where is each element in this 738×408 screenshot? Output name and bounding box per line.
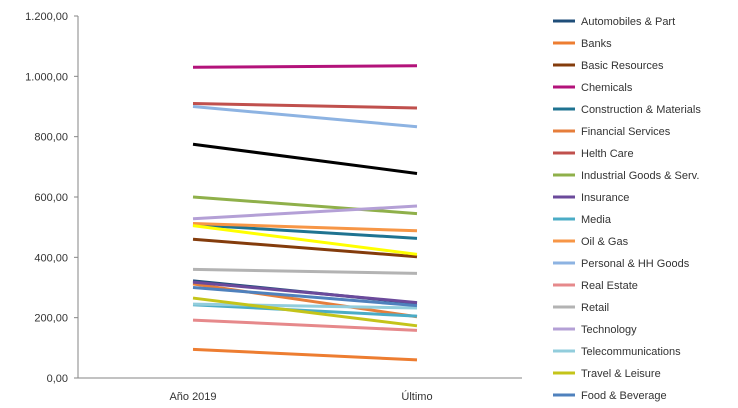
y-tick-label: 400,00 <box>34 252 68 264</box>
y-ticks: 0,00 200,00 400,00 600,00 800,00 1.000,00 1.20… <box>25 11 78 385</box>
series-line-basic-resources <box>192 237 418 259</box>
legend-label-automobiles-part: Automobiles & Part <box>581 16 675 28</box>
y-tick-label: 1.000,00 <box>25 71 68 83</box>
x-tick-label: Año 2019 <box>169 391 216 403</box>
series-line-real-estate <box>192 318 418 332</box>
series-lines <box>192 64 418 362</box>
y-tick-label: 200,00 <box>34 313 68 325</box>
legend-label-financial-services: Financial Services <box>581 126 671 138</box>
legend-label-media: Media <box>581 214 612 226</box>
series-line-unlabeled <box>192 224 418 256</box>
x-ticks: Año 2019 Último <box>169 390 432 403</box>
legend-label-basic-resources: Basic Resources <box>581 60 664 72</box>
legend-label-retail: Retail <box>581 302 609 314</box>
legend-label-personal-hh-goods: Personal & HH Goods <box>581 258 690 270</box>
x-tick-label: Último <box>401 390 432 403</box>
series-line-chemicals <box>192 64 418 69</box>
legend-label-technology: Technology <box>581 324 637 336</box>
legend-label-insurance: Insurance <box>581 192 629 204</box>
series-line-banks <box>192 347 418 362</box>
legend-label-construction-materials: Construction & Materials <box>581 104 701 116</box>
legend: Automobiles & Part Banks Basic Resources Ch… <box>553 16 701 402</box>
series-line-telecommunications <box>192 302 418 310</box>
series-line-insurance <box>192 280 418 305</box>
y-tick-label: 600,00 <box>34 192 68 204</box>
y-tick-label: 800,00 <box>34 132 68 144</box>
series-line-retail <box>192 267 418 275</box>
legend-label-food-beverage: Food & Beverage <box>581 390 667 402</box>
series-line-travel-leisure <box>192 296 418 328</box>
series-line-helth-care <box>192 101 418 110</box>
series-line-food-beverage <box>192 286 418 308</box>
series-line-personal-hh-goods <box>192 105 418 129</box>
series-line-technology <box>192 204 418 221</box>
legend-label-helth-care: Helth Care <box>581 148 634 160</box>
legend-label-telecommunications: Telecommunications <box>581 346 681 358</box>
y-tick-label: 0,00 <box>47 373 68 385</box>
y-tick-label: 1.200,00 <box>25 11 68 23</box>
legend-label-industrial-goods-serv: Industrial Goods & Serv. <box>581 170 699 182</box>
series-line-unlabeled <box>192 142 418 175</box>
legend-label-chemicals: Chemicals <box>581 82 633 94</box>
series-line-oil-gas <box>192 222 418 233</box>
legend-label-travel-leisure: Travel & Leisure <box>581 368 661 380</box>
legend-label-banks: Banks <box>581 38 612 50</box>
legend-label-oil-gas: Oil & Gas <box>581 236 629 248</box>
series-line-industrial-goods-serv <box>192 195 418 216</box>
legend-label-real-estate: Real Estate <box>581 280 638 292</box>
series-line-construction-materials <box>192 223 418 240</box>
